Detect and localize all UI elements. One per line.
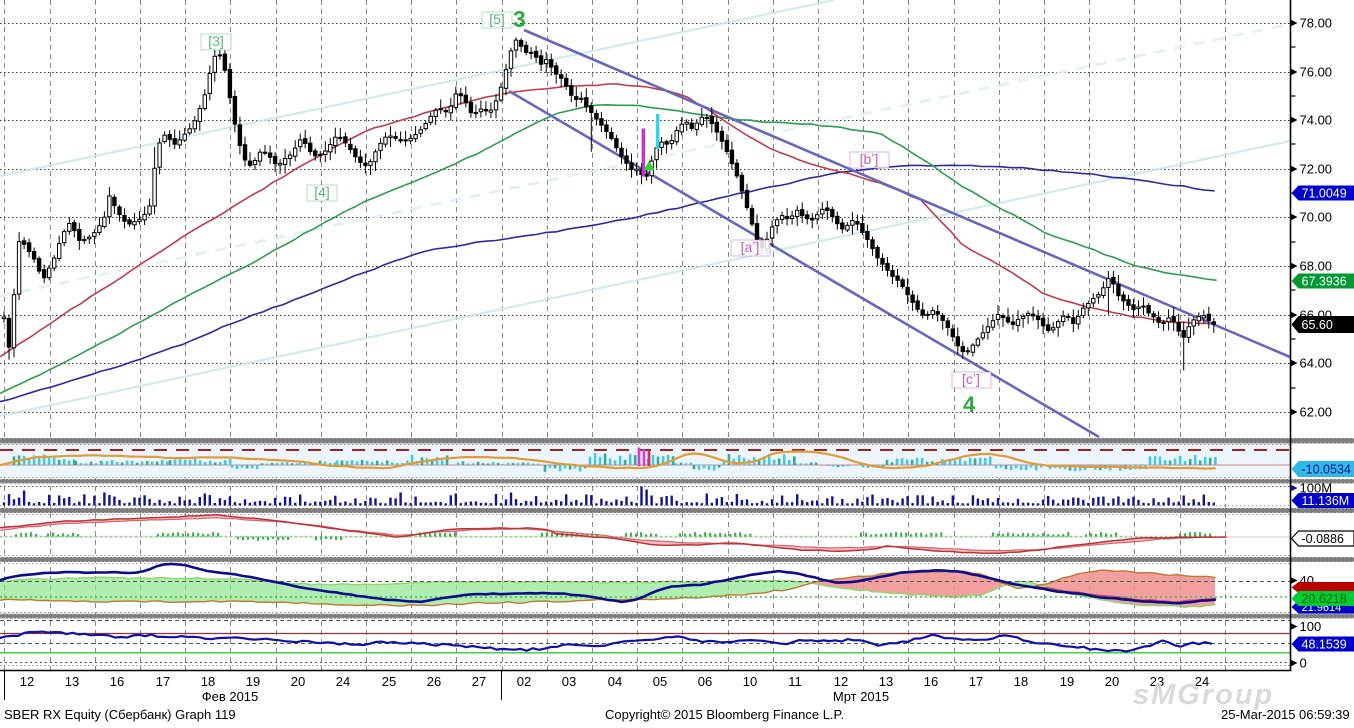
svg-text:74.00: 74.00	[1300, 113, 1333, 128]
svg-text:25-Mar-2015 06:59:39: 25-Mar-2015 06:59:39	[1221, 707, 1350, 722]
svg-text:18: 18	[1014, 674, 1028, 689]
svg-text:17: 17	[969, 674, 983, 689]
svg-text:sMGroup: sMGroup	[1133, 679, 1274, 711]
svg-text:12: 12	[20, 674, 34, 689]
svg-text:24: 24	[1195, 674, 1209, 689]
svg-text:[bʼ]: [bʼ]	[860, 151, 879, 167]
svg-text:[4]: [4]	[314, 184, 330, 200]
svg-text:Мрт 2015: Мрт 2015	[833, 689, 889, 704]
svg-text:[cʼ]: [cʼ]	[962, 371, 980, 387]
svg-text:SBER RX Equity (Сбербанк) Grap: SBER RX Equity (Сбербанк) Graph 119	[4, 707, 236, 722]
svg-text:03: 03	[562, 674, 576, 689]
svg-text:64.00: 64.00	[1300, 356, 1333, 371]
svg-text:78.00: 78.00	[1300, 16, 1333, 31]
svg-text:13: 13	[879, 674, 893, 689]
svg-text:06: 06	[698, 674, 712, 689]
svg-text:67.3936: 67.3936	[1302, 275, 1347, 289]
svg-text:25: 25	[382, 674, 396, 689]
svg-text:48.1539: 48.1539	[1302, 638, 1347, 652]
svg-text:71.0049: 71.0049	[1302, 187, 1347, 201]
svg-text:3: 3	[513, 6, 526, 32]
svg-text:4: 4	[963, 392, 976, 417]
svg-text:11: 11	[788, 674, 802, 689]
svg-text:11.136M: 11.136M	[1302, 494, 1350, 508]
svg-text:05: 05	[653, 674, 667, 689]
svg-text:13: 13	[65, 674, 79, 689]
svg-text:-10.0534: -10.0534	[1302, 463, 1351, 477]
svg-text:27: 27	[472, 674, 486, 689]
svg-text:19: 19	[1060, 674, 1074, 689]
svg-text:02: 02	[517, 674, 531, 689]
svg-text:20: 20	[291, 674, 305, 689]
svg-text:70.00: 70.00	[1300, 210, 1333, 225]
svg-text:-0.0886: -0.0886	[1302, 532, 1344, 546]
svg-text:100: 100	[1300, 619, 1322, 634]
svg-text:100M: 100M	[1300, 481, 1333, 496]
svg-text:26: 26	[427, 674, 441, 689]
svg-text:72.00: 72.00	[1300, 162, 1333, 177]
svg-text:17: 17	[156, 674, 170, 689]
svg-text:19: 19	[246, 674, 260, 689]
svg-text:[5]: [5]	[489, 11, 505, 27]
svg-text:10: 10	[743, 674, 757, 689]
svg-text:[aʼ]: [aʼ]	[741, 239, 760, 255]
svg-text:[3]: [3]	[208, 33, 224, 49]
svg-text:0: 0	[1300, 656, 1307, 671]
svg-text:65.60: 65.60	[1302, 318, 1333, 332]
svg-text:Copyright© 2015 Bloomberg Fina: Copyright© 2015 Bloomberg Finance L.P.	[605, 707, 844, 722]
svg-text:18: 18	[201, 674, 215, 689]
svg-text:68.00: 68.00	[1300, 259, 1333, 274]
svg-text:20: 20	[1105, 674, 1119, 689]
svg-text:62.00: 62.00	[1300, 405, 1333, 420]
svg-text:04: 04	[608, 674, 622, 689]
svg-text:76.00: 76.00	[1300, 65, 1333, 80]
svg-text:20.6218: 20.6218	[1302, 592, 1347, 606]
svg-text:16: 16	[110, 674, 124, 689]
svg-text:Фев 2015: Фев 2015	[202, 689, 259, 704]
svg-text:12: 12	[834, 674, 848, 689]
svg-text:16: 16	[924, 674, 938, 689]
svg-text:24: 24	[336, 674, 350, 689]
svg-text:23: 23	[1150, 674, 1164, 689]
